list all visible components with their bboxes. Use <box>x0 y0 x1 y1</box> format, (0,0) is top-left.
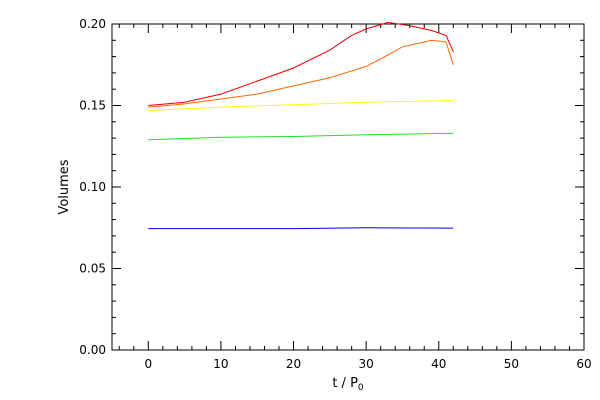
series-layer <box>148 21 454 230</box>
x-axis-label-main: t / P <box>332 376 358 391</box>
x-tick-label: 50 <box>504 357 519 371</box>
series-line-5 <box>148 21 454 106</box>
plot-frame <box>111 23 585 351</box>
y-tick-label: 0.10 <box>79 180 106 194</box>
x-axis-label: t / P0 <box>332 376 364 393</box>
y-tick-label: 0.15 <box>79 99 106 113</box>
y-tick-label: 0.00 <box>79 343 106 357</box>
y-tick-label: 0.05 <box>79 262 106 276</box>
x-axis-label-subscript: 0 <box>358 383 364 393</box>
x-tick-label: 30 <box>359 357 374 371</box>
series-line-2 <box>148 132 454 141</box>
y-tick-labels: 0.00 0.05 0.10 0.15 0.20 <box>79 17 106 357</box>
series-line-1 <box>148 227 454 230</box>
series-line-4 <box>148 39 454 108</box>
x-tick-label: 10 <box>213 357 228 371</box>
y-axis-label: Volumes <box>57 159 72 214</box>
x-tick-label: 0 <box>144 357 152 371</box>
ticks-layer <box>112 23 585 351</box>
x-tick-label: 40 <box>431 357 446 371</box>
x-tick-label: 20 <box>286 357 301 371</box>
y-tick-label: 0.20 <box>79 17 106 31</box>
x-tick-label: 60 <box>576 357 591 371</box>
x-tick-labels: 0 10 20 30 40 50 60 <box>144 357 591 371</box>
series-line-3 <box>148 100 454 111</box>
